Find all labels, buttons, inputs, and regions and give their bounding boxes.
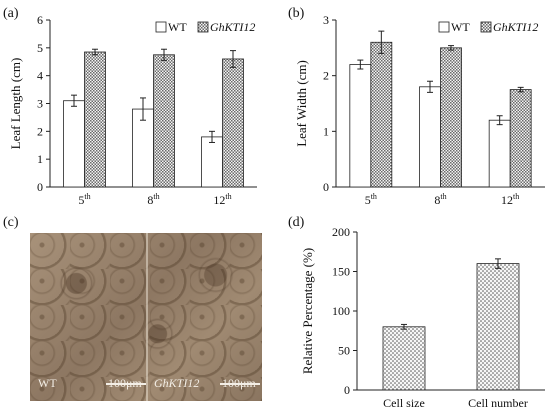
bar-ghkti12	[509, 89, 532, 188]
panel-c-label: (c)	[3, 215, 19, 230]
y-tick-label: 0	[344, 383, 350, 397]
y-axis-title: Relative Percentage (%)	[300, 248, 315, 374]
scale-bar-left	[106, 383, 146, 385]
panel-d-label: (d)	[288, 215, 305, 230]
y-axis-title: Leaf Width (cm)	[294, 60, 309, 147]
scale-label-right: 100μm	[222, 376, 256, 390]
chart-leaf-width: 0 1 2 3 Leaf Width (cm) 5th 8th 12th WT GhKTI12	[294, 13, 545, 207]
legend-label: WT	[451, 20, 470, 34]
bar-wt	[488, 119, 511, 188]
legend-swatch	[438, 21, 450, 33]
bar-ghkti12	[370, 41, 393, 188]
micrograph-ghkti12-label: GhKTI12	[154, 376, 200, 390]
y-tick-label: 3	[37, 97, 43, 111]
y-tick-label: 0	[37, 180, 43, 194]
panel-a-label: (a)	[3, 6, 19, 21]
x-tick-label: 12th	[501, 192, 519, 207]
bar-ghkti12	[222, 58, 244, 188]
x-tick-label: 8th	[147, 192, 159, 207]
y-tick-label: 150	[332, 265, 350, 279]
scale-label-left: 100μm	[108, 376, 142, 390]
legend-swatch	[197, 21, 209, 33]
bar-ghkti12	[84, 51, 106, 188]
y-tick-label: 4	[37, 69, 43, 83]
y-tick-label: 2	[37, 124, 43, 138]
x-tick-label: 5th	[78, 192, 90, 207]
bar-ghkti12	[440, 47, 462, 188]
y-tick-label: 200	[332, 225, 350, 239]
bar-value	[382, 326, 426, 391]
x-tick-label: Cell size	[383, 396, 425, 410]
x-tick-label: Cell number	[468, 396, 528, 410]
panel-b-label: (b)	[288, 6, 305, 21]
x-tick-label: 8th	[434, 192, 446, 207]
y-tick-label: 1	[37, 152, 43, 166]
y-tick-label: 50	[338, 344, 350, 358]
x-tick-label: 12th	[213, 192, 231, 207]
chart-relative-percentage: 0 50 100 150 200 Relative Percentage (%) Cell …	[300, 225, 545, 410]
scale-bar-right	[220, 383, 260, 385]
bar-value	[476, 263, 520, 391]
bar-wt	[132, 108, 154, 188]
bar-wt	[63, 100, 85, 188]
bar-ghkti12	[153, 54, 175, 188]
legend-swatch	[155, 21, 167, 33]
x-tick-label: 5th	[365, 192, 377, 207]
legend-label: WT	[168, 20, 187, 34]
bar-wt	[419, 86, 441, 188]
y-tick-label: 5	[37, 41, 43, 55]
micrograph-wt-label: WT	[38, 376, 57, 390]
legend-swatch	[480, 21, 492, 33]
legend-label: GhKTI12	[493, 20, 538, 34]
micrograph-divider	[146, 233, 148, 401]
bar-wt	[201, 136, 223, 188]
y-tick-label: 100	[332, 304, 350, 318]
chart-leaf-length: 0 1 2 3 4 5 6 Leaf Length (cm) 5th 8th 12th WT GhKTI…	[8, 13, 257, 207]
bar-wt	[349, 64, 372, 188]
legend-label: GhKTI12	[210, 20, 255, 34]
micrograph-image: WT 100μm GhKTI12 100μm	[30, 233, 262, 401]
y-tick-label: 0	[323, 180, 329, 194]
y-tick-label: 2	[323, 69, 329, 83]
y-tick-label: 6	[37, 13, 43, 27]
y-tick-label: 3	[323, 13, 329, 27]
y-tick-label: 1	[323, 124, 329, 138]
y-axis-title: Leaf Length (cm)	[8, 58, 23, 150]
